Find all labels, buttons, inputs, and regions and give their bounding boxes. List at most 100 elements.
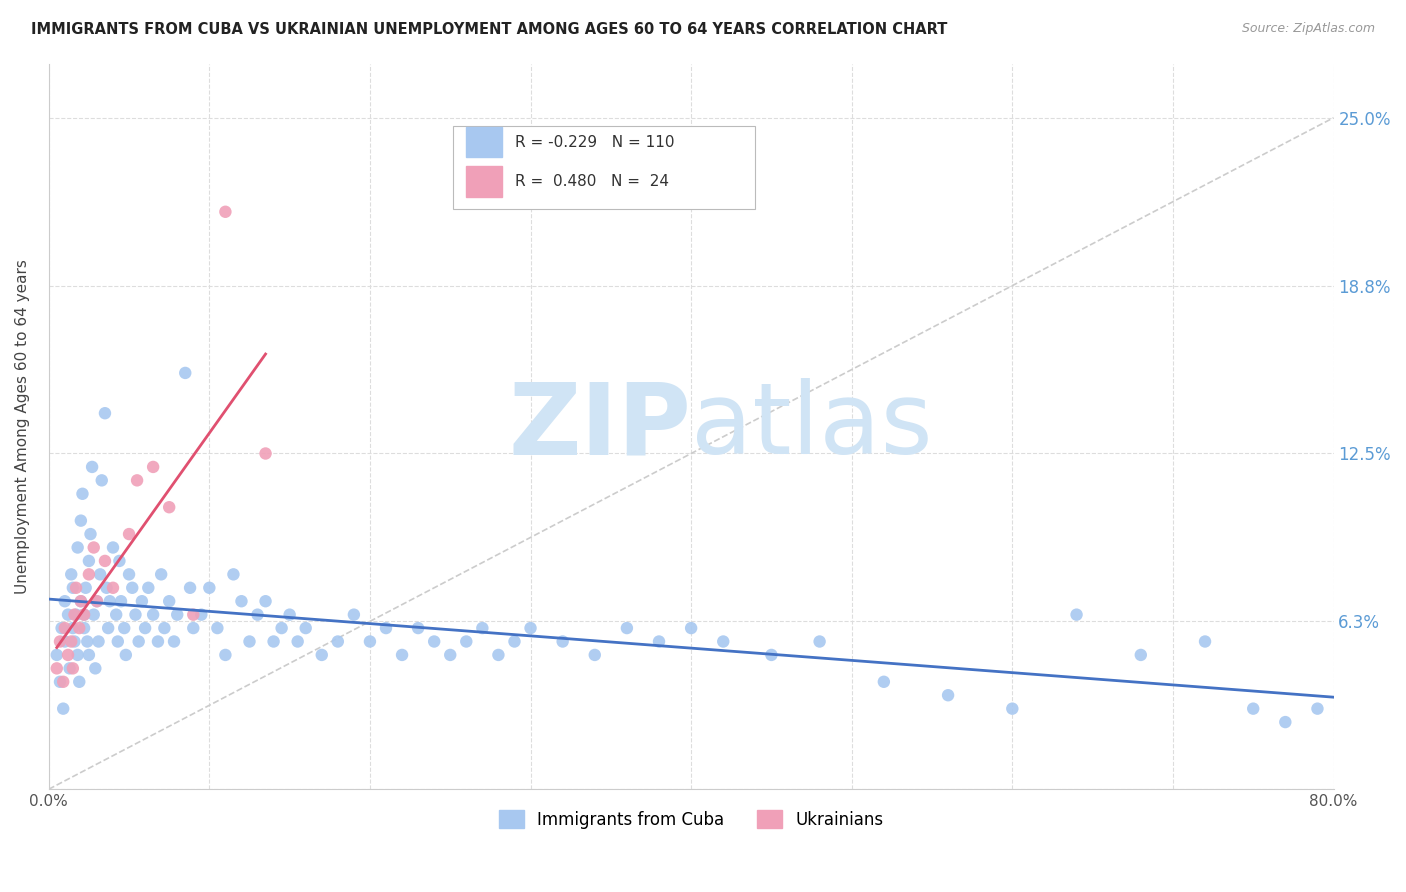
- Point: [53, 594, 76, 608]
- Point: [873, 674, 896, 689]
- Point: [146, 634, 169, 648]
- Point: [60, 634, 83, 648]
- Point: [53, 621, 76, 635]
- Point: [49, 674, 72, 689]
- Point: [142, 607, 165, 622]
- Point: [70, 514, 93, 528]
- Point: [136, 581, 159, 595]
- Point: [63, 634, 86, 648]
- Point: [72, 487, 94, 501]
- Point: [53, 634, 76, 648]
- Point: [89, 567, 111, 582]
- Point: [105, 607, 128, 622]
- Point: [439, 648, 461, 662]
- Point: [391, 648, 413, 662]
- Point: [375, 621, 398, 635]
- Point: [101, 581, 124, 595]
- Point: [181, 621, 204, 635]
- Point: [471, 621, 494, 635]
- Point: [83, 607, 105, 622]
- Point: [76, 634, 98, 648]
- Point: [77, 567, 100, 582]
- Point: [124, 607, 146, 622]
- Point: [503, 634, 526, 648]
- Point: [56, 648, 79, 662]
- Point: [82, 459, 104, 474]
- Point: [166, 607, 188, 622]
- Point: [406, 621, 429, 635]
- Point: [94, 406, 117, 420]
- Point: [551, 634, 574, 648]
- Point: [616, 621, 638, 635]
- Point: [62, 621, 84, 635]
- Point: [150, 567, 173, 582]
- Point: [153, 621, 176, 635]
- Point: [1066, 607, 1088, 622]
- Point: [79, 527, 101, 541]
- Point: [101, 541, 124, 555]
- Y-axis label: Unemployment Among Ages 60 to 64 years: Unemployment Among Ages 60 to 64 years: [15, 260, 30, 594]
- Point: [70, 594, 93, 608]
- Point: [214, 204, 236, 219]
- Point: [648, 634, 671, 648]
- Point: [294, 621, 316, 635]
- Point: [1129, 648, 1152, 662]
- Point: [86, 594, 108, 608]
- Point: [65, 607, 87, 622]
- Point: [174, 366, 197, 380]
- Point: [311, 648, 333, 662]
- Point: [254, 594, 277, 608]
- Point: [51, 621, 73, 635]
- Point: [207, 621, 229, 635]
- Point: [711, 634, 734, 648]
- Point: [278, 607, 301, 622]
- Point: [49, 634, 72, 648]
- Point: [157, 594, 180, 608]
- Point: [59, 661, 82, 675]
- Point: [263, 634, 285, 648]
- Text: atlas: atlas: [692, 378, 932, 475]
- Point: [131, 594, 153, 608]
- Point: [118, 527, 141, 541]
- Point: [1241, 701, 1264, 715]
- Point: [583, 648, 606, 662]
- Point: [84, 661, 107, 675]
- Point: [222, 567, 245, 582]
- Point: [254, 446, 277, 460]
- Point: [1194, 634, 1216, 648]
- Text: IMMIGRANTS FROM CUBA VS UKRAINIAN UNEMPLOYMENT AMONG AGES 60 TO 64 YEARS CORRELA: IMMIGRANTS FROM CUBA VS UKRAINIAN UNEMPL…: [31, 22, 948, 37]
- Bar: [467, 127, 502, 157]
- Point: [67, 674, 90, 689]
- Point: [73, 607, 96, 622]
- Point: [77, 648, 100, 662]
- FancyBboxPatch shape: [454, 126, 755, 209]
- Point: [97, 621, 120, 635]
- Point: [1306, 701, 1329, 715]
- Point: [56, 607, 79, 622]
- Point: [128, 634, 150, 648]
- Point: [83, 541, 105, 555]
- Legend: Immigrants from Cuba, Ukrainians: Immigrants from Cuba, Ukrainians: [492, 804, 890, 835]
- Point: [270, 621, 292, 635]
- Point: [86, 594, 108, 608]
- Point: [121, 581, 143, 595]
- Point: [94, 554, 117, 568]
- Point: [62, 661, 84, 675]
- Point: [936, 688, 959, 702]
- Point: [77, 554, 100, 568]
- Point: [75, 581, 97, 595]
- Point: [681, 621, 703, 635]
- Point: [62, 581, 84, 595]
- Point: [90, 474, 112, 488]
- Point: [163, 634, 186, 648]
- Point: [73, 607, 96, 622]
- Point: [110, 594, 132, 608]
- Point: [423, 634, 446, 648]
- Text: Source: ZipAtlas.com: Source: ZipAtlas.com: [1241, 22, 1375, 36]
- Point: [238, 634, 260, 648]
- Text: ZIP: ZIP: [508, 378, 692, 475]
- Point: [67, 621, 90, 635]
- Point: [808, 634, 831, 648]
- Point: [214, 648, 236, 662]
- Point: [96, 581, 118, 595]
